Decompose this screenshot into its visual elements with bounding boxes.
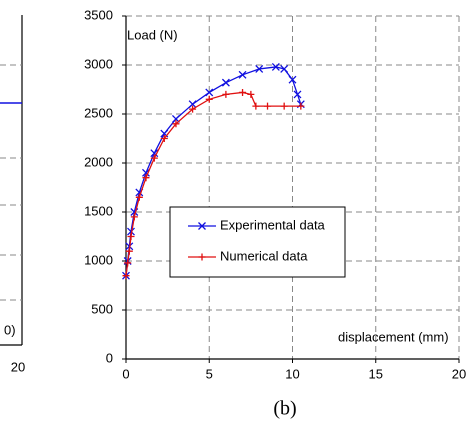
marker — [288, 75, 297, 84]
y-tick-label: 3500 — [84, 7, 113, 22]
x-tick-label: 0 — [122, 366, 129, 381]
x-tick-label: 10 — [285, 366, 299, 381]
marker — [205, 88, 214, 97]
y-axis-label: Load (N) — [127, 27, 178, 42]
y-tick-label: 0 — [106, 350, 113, 365]
marker — [280, 64, 289, 73]
marker — [160, 135, 168, 142]
marker — [255, 64, 264, 73]
marker — [222, 90, 230, 98]
marker — [198, 253, 206, 261]
marker — [247, 90, 255, 98]
y-tick-label: 1500 — [84, 203, 113, 218]
marker — [172, 120, 180, 128]
marker — [198, 222, 206, 230]
marker — [221, 78, 230, 87]
marker — [264, 102, 272, 110]
marker — [205, 95, 213, 103]
marker — [125, 247, 133, 255]
marker — [252, 102, 260, 110]
marker — [122, 272, 130, 280]
marker — [150, 154, 158, 162]
y-tick-label: 2500 — [84, 105, 113, 120]
y-tick-label: 1000 — [84, 252, 113, 267]
left-panel-axis-label: 0) — [4, 322, 16, 337]
y-tick-label: 500 — [91, 301, 113, 316]
y-tick-label: 2000 — [84, 154, 113, 169]
left-panel-tick-label: 20 — [11, 359, 25, 374]
marker — [142, 174, 150, 182]
x-tick-label: 20 — [452, 366, 466, 381]
marker — [127, 227, 135, 236]
y-tick-label: 3000 — [84, 56, 113, 71]
marker — [280, 102, 288, 110]
marker — [135, 193, 143, 201]
legend-box — [169, 206, 346, 278]
legend-label: Numerical data — [220, 248, 308, 263]
x-tick-label: 5 — [206, 366, 213, 381]
marker — [297, 102, 305, 110]
marker — [130, 213, 138, 221]
marker — [124, 259, 132, 267]
marker — [189, 105, 197, 113]
x-tick-label: 15 — [369, 366, 383, 381]
legend-label: Experimental data — [220, 217, 326, 232]
marker — [142, 168, 150, 177]
series-line — [125, 66, 302, 276]
marker — [127, 233, 135, 240]
marker — [188, 100, 197, 109]
marker — [150, 149, 159, 158]
x-axis-label: displacement (mm) — [338, 329, 449, 344]
marker — [238, 70, 247, 79]
marker — [239, 88, 247, 96]
marker — [271, 63, 280, 71]
caption: (b) — [273, 398, 296, 420]
marker — [293, 90, 302, 99]
